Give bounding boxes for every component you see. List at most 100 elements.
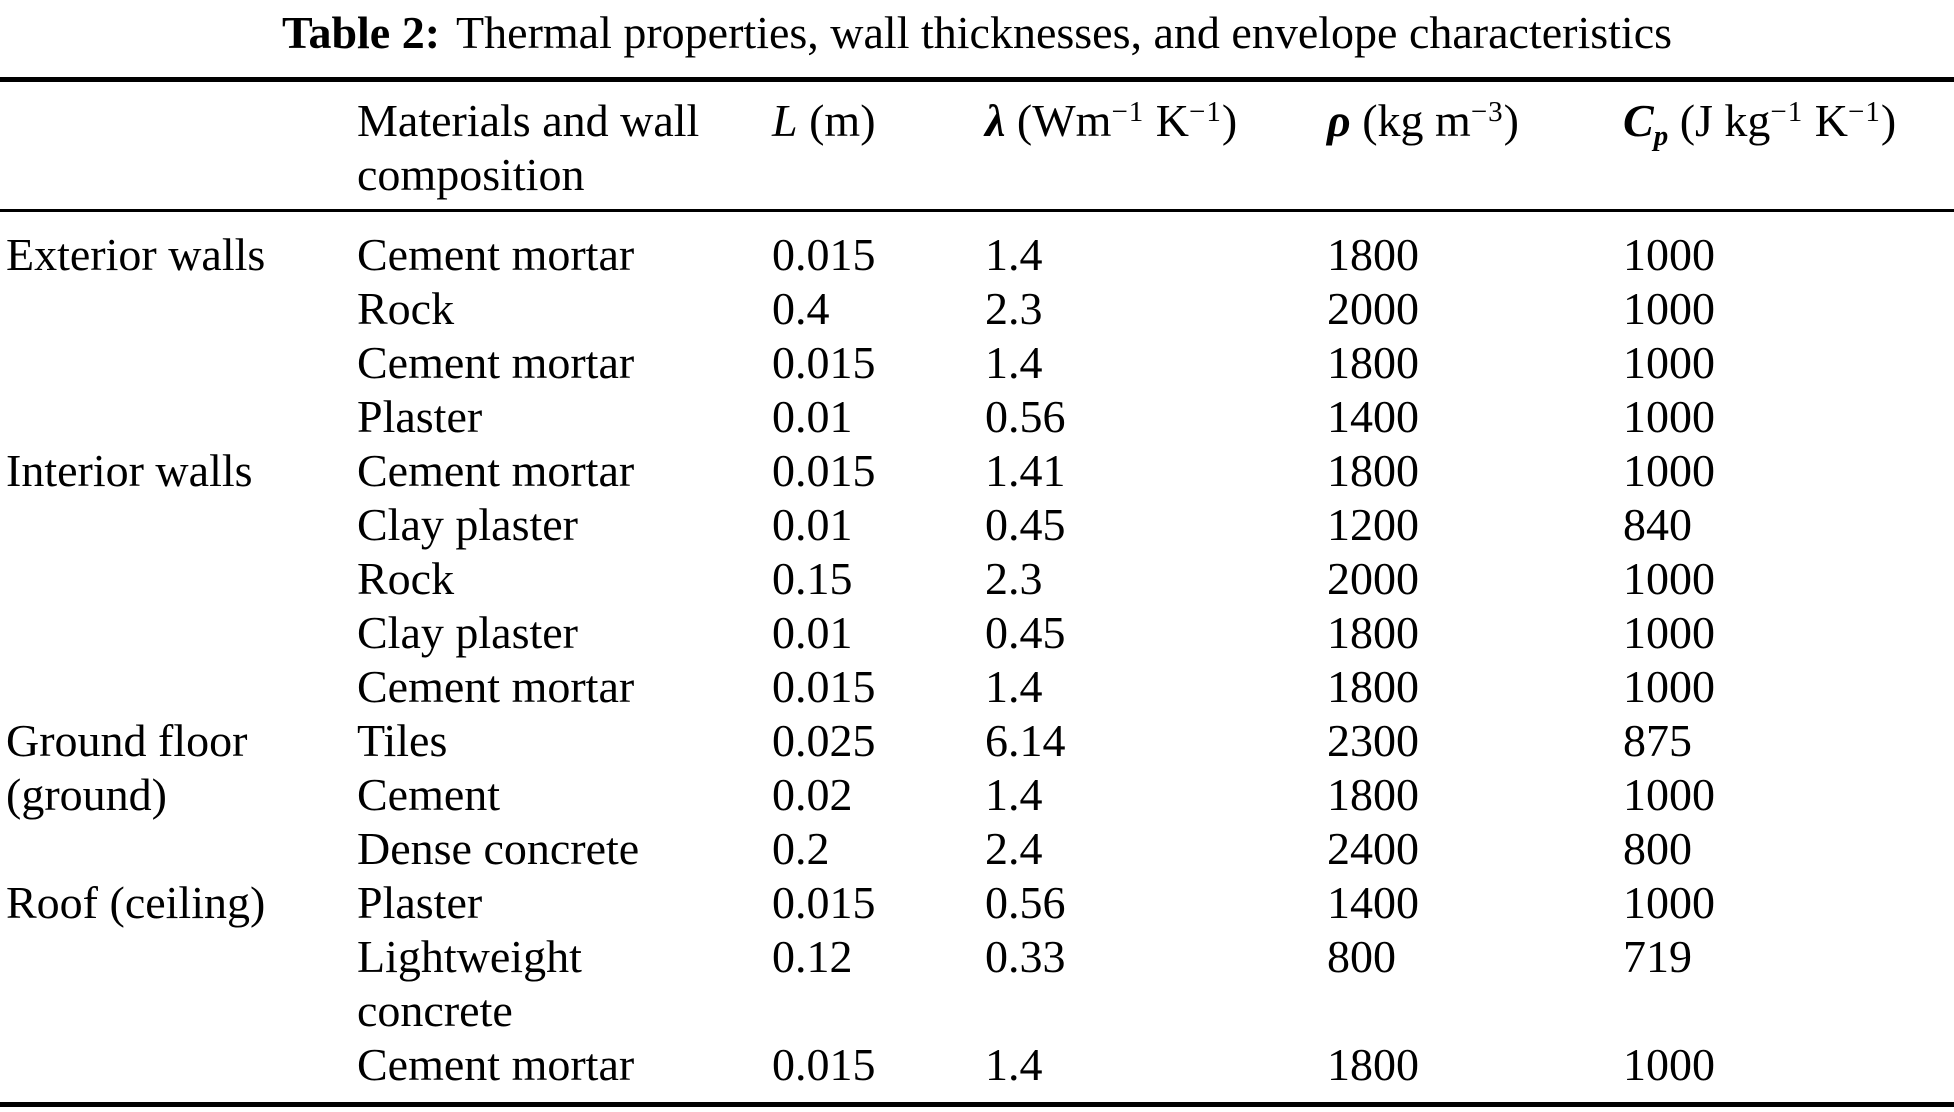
table-row: Cement 0.02 1.4 1800 1000	[0, 768, 1954, 822]
table-row: Dense concrete 0.2 2.4 2400 800	[0, 822, 1954, 876]
column-header-rho: ρ (kg m−3)	[1327, 79, 1623, 212]
cell-lambda: 0.56	[985, 391, 1066, 442]
table-header: Materials and wall composition L (m) λ (Wm…	[0, 79, 1954, 212]
cell-cp: 1000	[1623, 229, 1715, 280]
cell-lambda: 1.4	[985, 769, 1043, 820]
cell-rho: 2000	[1327, 283, 1419, 334]
cell-lambda: 1.41	[985, 445, 1066, 496]
cell-L: 0.025	[772, 715, 876, 766]
cell-cp: 1000	[1623, 877, 1715, 928]
table-row: Plaster 0.01 0.56 1400 1000	[0, 390, 1954, 444]
cell-material: Cement mortar	[357, 445, 635, 496]
cell-material: Cement	[357, 769, 501, 820]
cell-material: Rock	[357, 283, 455, 334]
thermal-properties-table: Materials and wall composition L (m) λ (Wm…	[0, 77, 1954, 1107]
cell-L: 0.015	[772, 661, 876, 712]
table-row: Interior walls Cement mortar 0.015 1.41 1800…	[0, 444, 1954, 498]
cell-rho: 2000	[1327, 553, 1419, 604]
table-row: Clay plaster 0.01 0.45 1800 1000	[0, 606, 1954, 660]
cell-cp: 1000	[1623, 283, 1715, 334]
cell-material: Rock	[357, 553, 455, 604]
cell-material: Clay plaster	[357, 499, 578, 550]
table-row: Roof (ceiling) Plaster 0.015 0.56 1400 1000	[0, 876, 1954, 930]
table-row: Cement mortar 0.015 1.4 1800 1000	[0, 1038, 1954, 1105]
cell-cp: 1000	[1623, 445, 1715, 496]
cell-L: 0.015	[772, 1039, 876, 1090]
table-row: Cement mortar 0.015 1.4 1800 1000	[0, 660, 1954, 714]
cell-material: Cement mortar	[357, 1039, 635, 1090]
row-group-label: Interior walls	[6, 445, 253, 496]
table-row: Rock 0.15 2.3 2000 1000	[0, 552, 1954, 606]
row-group-label: Exterior walls	[6, 229, 266, 280]
cell-cp: 1000	[1623, 1039, 1715, 1090]
row-group-label: Roof (ceiling)	[6, 877, 266, 928]
cell-lambda: 6.14	[985, 715, 1066, 766]
cell-material: Plaster	[357, 391, 483, 442]
header-row: Materials and wall composition L (m) λ (Wm…	[0, 79, 1954, 212]
cell-lambda: 2.3	[985, 283, 1043, 334]
cell-rho: 1800	[1327, 445, 1419, 496]
cell-cp: 1000	[1623, 391, 1715, 442]
cell-L: 0.2	[772, 823, 830, 874]
table-row: Rock 0.4 2.3 2000 1000	[0, 282, 1954, 336]
cell-rho: 1800	[1327, 769, 1419, 820]
cell-lambda: 2.3	[985, 553, 1043, 604]
cell-lambda: 2.4	[985, 823, 1043, 874]
cell-L: 0.15	[772, 553, 853, 604]
cell-L: 0.015	[772, 445, 876, 496]
table-caption-text: Thermal properties, wall thicknesses, an…	[456, 7, 1673, 58]
cell-lambda: 1.4	[985, 229, 1043, 280]
cell-L: 0.01	[772, 607, 853, 658]
row-group-label: Ground floor (ground)	[6, 715, 248, 820]
table-body: Exterior walls Cement mortar 0.015 1.4 1800 1…	[0, 211, 1954, 1105]
cell-material: Lightweight concrete	[357, 931, 582, 1036]
cell-lambda: 0.56	[985, 877, 1066, 928]
cell-rho: 1800	[1327, 1039, 1419, 1090]
cell-L: 0.02	[772, 769, 853, 820]
table-row: Ground floor (ground) Tiles 0.025 6.14 2300 8…	[0, 714, 1954, 820]
cell-material: Cement mortar	[357, 229, 635, 280]
cell-lambda: 0.45	[985, 499, 1066, 550]
cell-cp: 1000	[1623, 553, 1715, 604]
cell-lambda: 1.4	[985, 1039, 1043, 1090]
cell-L: 0.12	[772, 931, 853, 982]
column-header-material: Materials and wall composition	[357, 79, 772, 212]
cell-rho: 1400	[1327, 391, 1419, 442]
cell-material: Dense concrete	[357, 823, 640, 874]
table-row: Cement mortar 0.015 1.4 1800 1000	[0, 336, 1954, 390]
cell-rho: 1200	[1327, 499, 1419, 550]
cell-rho: 2300	[1327, 715, 1419, 766]
table-row: Exterior walls Cement mortar 0.015 1.4 1800 1…	[0, 211, 1954, 283]
cell-rho: 1800	[1327, 337, 1419, 388]
cell-cp: 1000	[1623, 661, 1715, 712]
cell-L: 0.015	[772, 337, 876, 388]
cell-lambda: 0.45	[985, 607, 1066, 658]
cell-L: 0.01	[772, 499, 853, 550]
cell-cp: 800	[1623, 823, 1692, 874]
cell-rho: 1800	[1327, 229, 1419, 280]
table-caption: Table 2: Thermal properties, wall thickne…	[0, 6, 1954, 60]
cell-material: Cement mortar	[357, 337, 635, 388]
cell-cp: 1000	[1623, 337, 1715, 388]
cell-cp: 840	[1623, 499, 1692, 550]
cell-material: Tiles	[357, 715, 448, 766]
cell-L: 0.015	[772, 877, 876, 928]
column-header-cp: Cp (J kg−1 K−1)	[1623, 79, 1954, 212]
table-row: Clay plaster 0.01 0.45 1200 840	[0, 498, 1954, 552]
column-header-category	[0, 79, 357, 212]
cell-lambda: 0.33	[985, 931, 1066, 982]
cell-lambda: 1.4	[985, 337, 1043, 388]
cell-cp: 1000	[1623, 607, 1715, 658]
column-header-L: L (m)	[772, 79, 985, 212]
cell-lambda: 1.4	[985, 661, 1043, 712]
cell-rho: 1800	[1327, 661, 1419, 712]
cell-cp: 875	[1623, 715, 1692, 766]
table-number-label: Table 2:	[281, 7, 441, 58]
cell-L: 0.01	[772, 391, 853, 442]
cell-cp: 1000	[1623, 769, 1715, 820]
cell-material: Cement mortar	[357, 661, 635, 712]
cell-L: 0.015	[772, 229, 876, 280]
cell-rho: 2400	[1327, 823, 1419, 874]
cell-material: Clay plaster	[357, 607, 578, 658]
